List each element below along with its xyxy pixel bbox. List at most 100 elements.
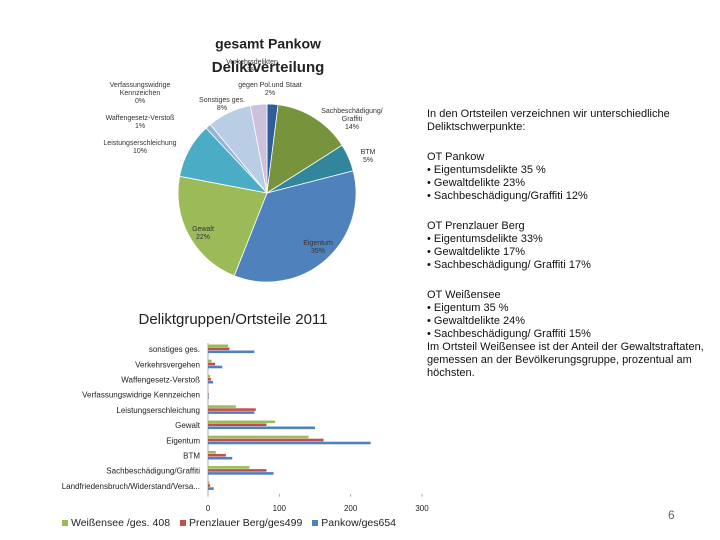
bar bbox=[208, 441, 371, 445]
pie-subtitle: Deliktverteilung bbox=[212, 59, 325, 76]
legend: Weißensee /ges. 408 Prenzlauer Berg/ges49… bbox=[62, 517, 396, 529]
pie-label-value: 3% bbox=[246, 67, 258, 74]
district-item: Sachbeschädigung/ Graffiti 15% bbox=[427, 328, 707, 341]
bar bbox=[208, 466, 250, 469]
district-name: OT Prenzlauer Berg bbox=[427, 220, 525, 232]
bar bbox=[208, 377, 211, 381]
legend-label: Weißensee /ges. 408 bbox=[71, 517, 171, 529]
pie-label-value: 1% bbox=[134, 123, 146, 130]
x-tick-label: 200 bbox=[344, 504, 358, 513]
y-tick-label: Eigentum bbox=[166, 436, 200, 445]
pie-label-name: Sachbeschädigung/ Graffiti bbox=[321, 108, 383, 123]
legend-swatch bbox=[62, 520, 68, 526]
bar bbox=[208, 405, 236, 408]
pie-slice bbox=[177, 175, 268, 277]
pie-label-value: 35% bbox=[310, 248, 326, 255]
x-tick-label: 300 bbox=[415, 504, 429, 513]
y-tick-label: Leistungserschleichung bbox=[116, 406, 200, 415]
bar-title: Deliktgruppen/Ortsteile 2011 bbox=[139, 311, 328, 328]
legend-swatch bbox=[180, 520, 187, 526]
pie-label-value: 22% bbox=[195, 234, 211, 241]
y-tick-label: BTM bbox=[183, 452, 200, 461]
pie-title: gesamt Pankow bbox=[215, 36, 321, 52]
bar bbox=[208, 411, 255, 414]
y-tick-label: Sachbeschädigung/Graffiti bbox=[106, 467, 200, 476]
legend-label: Pankow/ges654 bbox=[321, 517, 397, 529]
x-tick-label: 0 bbox=[206, 504, 211, 513]
notes: In den Ortsteilen verzeichnen wir unters… bbox=[427, 108, 707, 380]
bar bbox=[208, 408, 256, 411]
pie-label: Leistungserschleichung 10% bbox=[103, 140, 176, 156]
x-tick-label: 100 bbox=[273, 504, 287, 513]
pie-label-name: Sonstiges ges. bbox=[199, 97, 245, 104]
district-list: Eigentum 35 %Gewaltdelikte 24%Sachbeschä… bbox=[427, 302, 707, 341]
bar bbox=[208, 450, 216, 454]
bar bbox=[208, 393, 209, 396]
bar bbox=[208, 453, 226, 457]
bar bbox=[208, 344, 228, 348]
pie-label-name: Leistungserschleichung bbox=[103, 140, 177, 147]
bar bbox=[208, 380, 213, 384]
district-item: Eigentumsdelikte 33% bbox=[427, 233, 707, 246]
y-tick-label: sonstiges ges. bbox=[149, 345, 200, 354]
pie-label-name: Verfassungswidrige Kennzeichen bbox=[109, 82, 171, 97]
pie-label: Sachbeschädigung/ Graffiti 14% bbox=[321, 108, 383, 132]
district-item: Gewaltdelikte 17% bbox=[427, 246, 707, 259]
intro-text: In den Ortsteilen verzeichnen wir unters… bbox=[427, 108, 670, 133]
y-tick-label: Landfriedensbruch/Widerstand/Versa... bbox=[62, 482, 200, 491]
bar bbox=[208, 396, 209, 399]
bar bbox=[208, 472, 274, 475]
conclusion-text: Im Ortsteil Weißensee ist der Anteil der… bbox=[427, 341, 704, 379]
pie-label: Gewalt 22% bbox=[192, 226, 214, 242]
district-block: OT PankowEigentumsdelikte 35 %Gewaltdeli… bbox=[427, 151, 707, 203]
legend-item: Pankow/ges654 bbox=[312, 517, 396, 529]
bar bbox=[208, 374, 211, 378]
bar bbox=[208, 484, 211, 487]
pie-label-name: Gewalt bbox=[192, 226, 214, 233]
pie-label: BTM 5% bbox=[361, 149, 376, 165]
pie-label-value: 0% bbox=[134, 98, 146, 105]
pie-label-value: 8% bbox=[216, 105, 228, 112]
legend-item: Prenzlauer Berg/ges499 bbox=[180, 517, 302, 529]
y-tick-label: Waffengesetz-Verstoß bbox=[121, 376, 200, 385]
bar bbox=[208, 481, 210, 484]
district-block: OT WeißenseeEigentum 35 %Gewaltdelikte 2… bbox=[427, 289, 707, 341]
pie-label: gegen Pol.und Staat 2% bbox=[238, 82, 301, 98]
bar bbox=[208, 423, 267, 427]
bar bbox=[208, 438, 324, 442]
district-item: Sachbeschädigung/ Graffiti 17% bbox=[427, 259, 707, 272]
pie-label-value: 10% bbox=[132, 148, 148, 155]
district-list: Eigentumsdelikte 35 %Gewaltdelikte 23%Sa… bbox=[427, 164, 707, 203]
bar bbox=[208, 487, 214, 490]
bar bbox=[208, 456, 233, 460]
pie-label-name: gegen Pol.und Staat bbox=[238, 82, 302, 89]
pie-slice bbox=[249, 103, 268, 194]
district-item: Eigentum 35 % bbox=[427, 302, 707, 315]
bar bbox=[208, 362, 216, 366]
bar bbox=[208, 347, 230, 351]
legend-swatch bbox=[312, 520, 319, 526]
pie-label-name: Eigentum bbox=[303, 240, 333, 247]
y-tick-label: Verkehrsvergehen bbox=[135, 360, 200, 369]
legend-item: Weißensee /ges. 408 bbox=[62, 517, 170, 529]
bar bbox=[208, 426, 315, 430]
pie-label-value: 2% bbox=[264, 90, 276, 97]
district-name: OT Pankow bbox=[427, 151, 485, 163]
bar bbox=[208, 420, 276, 424]
district-item: Gewaltdelikte 24% bbox=[427, 315, 707, 328]
pie-label: Eigentum 35% bbox=[303, 240, 333, 256]
district-block: OT Prenzlauer BergEigentumsdelikte 33%Ge… bbox=[427, 220, 707, 272]
pie-label: Sonstiges ges. 8% bbox=[199, 97, 245, 113]
district-list: Eigentumsdelikte 33%Gewaltdelikte 17%Sac… bbox=[427, 233, 707, 272]
bar bbox=[208, 469, 267, 472]
pie-label-name: Verkehrsdelikten bbox=[226, 59, 278, 66]
bar bbox=[208, 365, 223, 369]
bar bbox=[208, 350, 255, 354]
district-name: OT Weißensee bbox=[427, 289, 501, 301]
pie-label: Verkehrsdelikten 3% bbox=[226, 59, 278, 75]
y-tick-label: Gewalt bbox=[175, 421, 201, 430]
bar bbox=[208, 359, 212, 363]
district-item: Eigentumsdelikte 35 % bbox=[427, 164, 707, 177]
pie-slice bbox=[233, 170, 357, 283]
